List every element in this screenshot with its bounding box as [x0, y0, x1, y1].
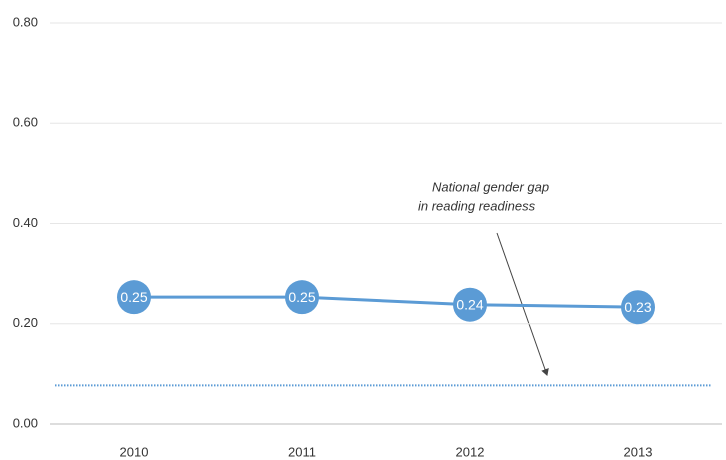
data-label: 0.23 — [624, 299, 651, 315]
annotation: National gender gap — [432, 179, 549, 194]
y-tick-label: 0.40 — [13, 215, 38, 230]
data-point — [621, 290, 655, 325]
y-tick-label: 0.80 — [13, 14, 38, 29]
data-line — [134, 295, 639, 309]
y-tick-label: 0.00 — [13, 415, 38, 430]
data-point — [285, 280, 319, 315]
data-point — [453, 287, 487, 322]
y-tick-label: 0.60 — [13, 115, 38, 130]
data-point — [117, 280, 151, 315]
x-tick-label: 2010 — [120, 444, 149, 459]
annotation: in reading readiness — [418, 198, 536, 213]
x-tick-label: 2011 — [288, 444, 316, 459]
data-label: 0.24 — [456, 296, 483, 312]
x-tick-label: 2012 — [456, 444, 485, 459]
y-tick-label: 0.20 — [13, 315, 38, 330]
data-label: 0.25 — [120, 289, 147, 305]
data-label: 0.25 — [288, 289, 315, 305]
x-tick-label: 2013 — [624, 444, 653, 459]
